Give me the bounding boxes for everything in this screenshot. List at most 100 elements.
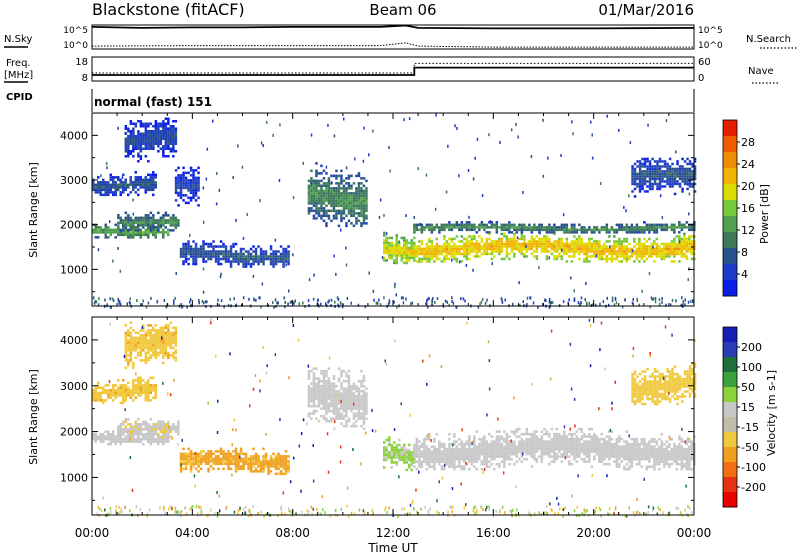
power-ylabel: Slant Range [km] — [27, 162, 40, 258]
ytick-label: 4000 — [60, 334, 88, 347]
power-colorbar-swatch — [723, 280, 737, 297]
time-axis: 00:00 04:00 08:00 12:00 16:00 20:00 00:00 — [75, 526, 712, 540]
scatter-region-9 — [413, 221, 696, 234]
velocity-colorbar-swatch — [723, 432, 737, 448]
nave-label: Nave — [748, 66, 774, 77]
velocity-colorbar-swatch — [723, 402, 737, 418]
scatter-region-3 — [124, 321, 178, 370]
time-tick-label: 12:00 — [376, 526, 411, 540]
scatter-region-0 — [92, 223, 170, 239]
nsky-panel-frame — [91, 24, 695, 50]
nsearch-label: N.Search — [746, 34, 791, 45]
time-tick-label: 00:00 — [75, 526, 110, 540]
time-tick-label: 00:00 — [677, 526, 712, 540]
power-colorbar-tick-label: 20 — [741, 180, 755, 193]
velocity-colorbar-swatch — [723, 492, 737, 508]
scatter-region-7 — [383, 231, 416, 265]
scatter-region-2 — [92, 376, 157, 405]
scatter-region-5 — [179, 240, 290, 268]
sparse-speckle — [97, 113, 691, 309]
ytick-label: 4000 — [60, 129, 88, 142]
freq-label-line1: Freq. — [6, 58, 31, 69]
velocity-colorbar-swatch — [723, 372, 737, 388]
ytick-label: 2000 — [60, 426, 88, 439]
nsky-nsearch-panel — [91, 24, 695, 48]
scatter-region-3 — [124, 117, 178, 163]
nave-line — [92, 62, 694, 74]
power-colorbar-label: Power [dB] — [758, 184, 771, 244]
ytick-label: 1000 — [60, 263, 88, 276]
scatter-region-10 — [631, 157, 697, 198]
scatter-region-6 — [383, 436, 416, 472]
time-tick-label: 16:00 — [476, 526, 511, 540]
power-colorbar-swatch — [723, 200, 737, 217]
scatter-region-8 — [631, 362, 697, 406]
power-panel-frame — [91, 112, 695, 307]
velocity-colorbar-swatch — [723, 357, 737, 373]
power-colorbar-swatch — [723, 248, 737, 265]
ytick-label: 3000 — [60, 380, 88, 393]
time-xlabel: Time UT — [367, 541, 418, 554]
power-colorbar-tick-label: 8 — [741, 246, 748, 259]
velocity-colorbar-swatch — [723, 342, 737, 358]
velocity-colorbar-tick-label: -200 — [741, 481, 766, 494]
date-title: 01/Mar/2016 — [598, 1, 694, 19]
power-colorbar-swatch — [723, 184, 737, 201]
velocity-colorbar: 200 100 50 15 -15 -50 -100 -200 — [722, 326, 766, 508]
ytick-label: 3000 — [60, 174, 88, 187]
velocity-heatmap — [92, 317, 697, 518]
nsky-axis-top: 10^5 — [63, 26, 88, 36]
power-colorbar-swatch — [723, 152, 737, 169]
velocity-colorbar-swatch — [723, 387, 737, 403]
velocity-axes: 1000 2000 3000 4000 — [60, 316, 695, 515]
power-colorbar-tick-label: 12 — [741, 224, 755, 237]
freq-line — [92, 66, 694, 76]
velocity-colorbar-swatch — [723, 462, 737, 478]
power-colorbar-tick-label: 28 — [741, 136, 755, 149]
velocity-colorbar-swatch — [723, 447, 737, 463]
scatter-region-4 — [179, 447, 290, 476]
scatter-region-7 — [413, 427, 696, 471]
sparse-speckle — [102, 317, 696, 517]
nsky-axis-bottom: 10^0 — [63, 41, 88, 51]
velocity-colorbar-swatch — [723, 417, 737, 433]
freq-label-line2: [MHz] — [4, 70, 33, 81]
ytick-label: 2000 — [60, 219, 88, 232]
nsearch-axis-bottom: 10^0 — [698, 41, 723, 51]
scatter-region-0 — [92, 430, 170, 446]
power-colorbar: 4 8 12 16 20 24 28 — [722, 119, 755, 297]
time-tick-label: 08:00 — [275, 526, 310, 540]
power-axes: 1000 2000 3000 4000 — [60, 112, 695, 306]
scatter-region-5 — [307, 367, 368, 430]
velocity-colorbar-swatch — [723, 477, 737, 493]
time-tick-label: 20:00 — [576, 526, 611, 540]
scatter-region-1 — [117, 211, 180, 232]
power-colorbar-swatch — [723, 264, 737, 281]
power-colorbar-tick-label: 24 — [741, 158, 755, 171]
velocity-colorbar-swatch — [723, 327, 737, 343]
velocity-colorbar-tick-label: 100 — [741, 361, 762, 374]
freq-axis-top: 18 — [75, 57, 88, 68]
cpid-label: CPID — [6, 92, 33, 103]
freq-nave-panel — [92, 62, 694, 76]
scatter-region-4 — [174, 166, 200, 207]
time-tick-label: 04:00 — [175, 526, 210, 540]
nsearch-line — [91, 42, 694, 48]
freq-axis-bottom: 8 — [82, 73, 88, 84]
freq-panel-frame — [91, 56, 695, 82]
power-heatmap — [92, 113, 697, 309]
power-colorbar-swatch — [723, 216, 737, 233]
velocity-colorbar-tick-label: -100 — [741, 461, 766, 474]
nsky-line — [91, 24, 695, 30]
velocity-ylabel: Slant Range [km] — [27, 369, 40, 465]
velocity-colorbar-tick-label: 15 — [741, 401, 755, 414]
velocity-colorbar-tick-label: -15 — [741, 421, 759, 434]
station-title: Blackstone (fitACF) — [92, 0, 245, 19]
nsearch-axis-top: 10^5 — [698, 26, 723, 36]
ytick-label: 1000 — [60, 471, 88, 484]
near-range-speckle — [96, 505, 693, 518]
nave-axis-bottom: 0 — [698, 73, 704, 84]
scatter-region-6 — [307, 162, 368, 228]
nave-axis-top: 60 — [698, 57, 711, 68]
